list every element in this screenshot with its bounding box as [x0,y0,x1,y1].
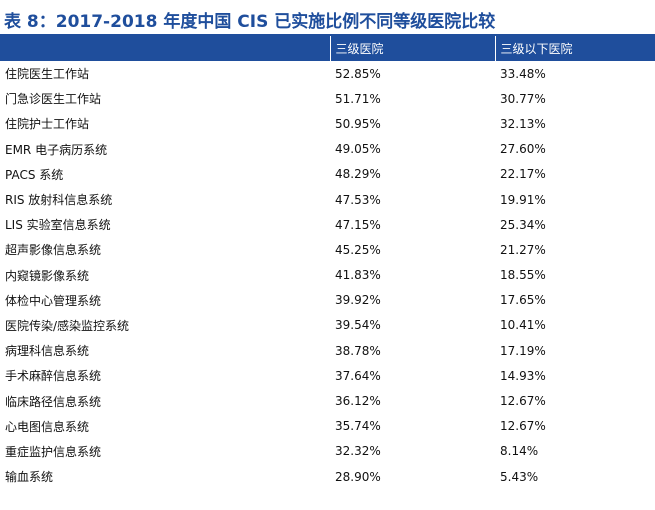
row-tier3-value: 37.64% [335,368,381,383]
row-tier3-value: 38.78% [335,343,381,358]
header-blank [0,36,331,61]
row-name: 重症监护信息系统 [5,444,102,459]
row-below-value: 25.34% [500,217,546,232]
row-below-value: 27.60% [500,142,546,157]
row-below-value: 30.77% [500,91,546,106]
row-below-value: 14.93% [500,368,546,383]
table-row: 重症监护信息系统 32.32% 8.14% [0,439,655,464]
row-name: PACS 系统 [5,167,64,182]
row-below-value: 12.67% [500,419,546,434]
table-body: 住院医生工作站 52.85% 33.48% 门急诊医生工作站 51.71% 30.77% 住… [0,61,655,489]
row-below-value: 17.19% [500,343,546,358]
table-row: 病理科信息系统 38.78% 17.19% [0,338,655,363]
table-row: 手术麻醉信息系统 37.64% 14.93% [0,363,655,388]
table-row: 心电图信息系统 35.74% 12.67% [0,414,655,439]
table-title: 表 8：2017-2018 年度中国 CIS 已实施比例不同等级医院比较 [4,12,496,32]
row-name: RIS 放射科信息系统 [5,193,113,208]
row-name: 病理科信息系统 [5,344,90,359]
row-tier3-value: 47.53% [335,192,381,207]
row-name: LIS 实验室信息系统 [5,218,111,233]
row-tier3-value: 39.54% [335,318,381,333]
row-name: 住院医生工作站 [5,67,90,82]
row-name: 内窥镜影像系统 [5,268,90,283]
row-name: 手术麻醉信息系统 [5,369,102,384]
row-tier3-value: 52.85% [335,66,381,81]
row-below-value: 32.13% [500,116,546,131]
table-row: 体检中心管理系统 39.92% 17.65% [0,288,655,313]
row-below-value: 21.27% [500,242,546,257]
row-tier3-value: 36.12% [335,394,381,409]
row-below-value: 17.65% [500,293,546,308]
row-tier3-value: 47.15% [335,217,381,232]
row-name: 临床路径信息系统 [5,394,102,409]
row-name: EMR 电子病历系统 [5,142,108,157]
row-below-value: 10.41% [500,318,546,333]
table-row: 内窥镜影像系统 41.83% 18.55% [0,263,655,288]
row-name: 输血系统 [5,470,54,485]
row-name: 住院护士工作站 [5,117,90,132]
row-tier3-value: 28.90% [335,469,381,484]
row-tier3-value: 50.95% [335,116,381,131]
row-below-value: 19.91% [500,192,546,207]
title-rule [0,34,655,36]
row-name: 体检中心管理系统 [5,293,102,308]
row-tier3-value: 35.74% [335,419,381,434]
table-row: PACS 系统 48.29% 22.17% [0,162,655,187]
row-name: 门急诊医生工作站 [5,92,102,107]
row-tier3-value: 41.83% [335,268,381,283]
row-below-value: 22.17% [500,167,546,182]
row-below-value: 33.48% [500,66,546,81]
comparison-table: 三级医院 三级以下医院 住院医生工作站 52.85% 33.48% 门急诊医生工作站 5… [0,36,655,489]
table-row: RIS 放射科信息系统 47.53% 19.91% [0,187,655,212]
table-row: 住院医生工作站 52.85% 33.48% [0,61,655,86]
table-row: EMR 电子病历系统 49.05% 27.60% [0,137,655,162]
row-tier3-value: 45.25% [335,242,381,257]
row-name: 超声影像信息系统 [5,243,102,258]
header-below-tier3: 三级以下医院 [495,36,655,61]
table-row: 输血系统 28.90% 5.43% [0,464,655,489]
row-tier3-value: 51.71% [335,91,381,106]
row-tier3-value: 32.32% [335,444,381,459]
row-below-value: 5.43% [500,469,539,484]
table-row: 超声影像信息系统 45.25% 21.27% [0,237,655,262]
header-row: 三级医院 三级以下医院 [0,36,655,61]
row-name: 医院传染/感染监控系统 [5,318,130,333]
row-tier3-value: 39.92% [335,293,381,308]
table-row: 临床路径信息系统 36.12% 12.67% [0,388,655,413]
table-row: 门急诊医生工作站 51.71% 30.77% [0,86,655,111]
row-tier3-value: 49.05% [335,142,381,157]
row-name: 心电图信息系统 [5,419,90,434]
row-below-value: 12.67% [500,394,546,409]
table-row: LIS 实验室信息系统 47.15% 25.34% [0,212,655,237]
table-row: 医院传染/感染监控系统 39.54% 10.41% [0,313,655,338]
table-row: 住院护士工作站 50.95% 32.13% [0,111,655,136]
row-below-value: 8.14% [500,444,539,459]
row-tier3-value: 48.29% [335,167,381,182]
header-tier3: 三级医院 [330,36,496,61]
row-below-value: 18.55% [500,268,546,283]
